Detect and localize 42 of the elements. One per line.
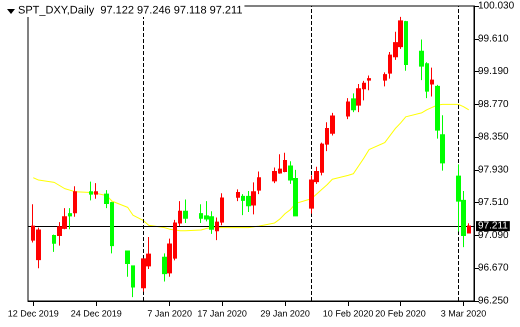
line-series xyxy=(32,104,470,232)
candlestick xyxy=(52,234,56,252)
x-tick-label: 7 Jan 2020 xyxy=(147,308,192,318)
x-tick-label: 17 Jan 2020 xyxy=(197,308,247,318)
x-tick-label: 29 Jan 2020 xyxy=(260,308,310,318)
y-tick-label: 99.610 xyxy=(478,33,510,44)
x-tick-label: 10 Feb 2020 xyxy=(322,308,374,318)
candlestick xyxy=(125,250,130,278)
candlestick xyxy=(68,208,72,230)
candlestick xyxy=(467,222,471,234)
chart-title: SPT_DXY,Daily 97.122 97.246 97.118 97.211 xyxy=(18,4,242,16)
y-tick-label: 96.670 xyxy=(478,262,510,274)
candlestick xyxy=(383,72,387,87)
ref-line-label: 97.211 xyxy=(478,220,508,232)
candlestick xyxy=(440,114,445,172)
y-tick-label: 100.030 xyxy=(478,0,515,12)
candlestick xyxy=(404,20,408,72)
candlestick xyxy=(162,252,167,282)
x-tick-label: 12 Dec 2019 xyxy=(8,308,59,318)
x-tick-label: 24 Dec 2019 xyxy=(70,308,122,318)
y-tick-label: 98.350 xyxy=(478,132,510,143)
y-tick-label: 99.190 xyxy=(478,66,510,78)
candlestick xyxy=(73,186,77,218)
x-tick-label: 20 Feb 2020 xyxy=(375,308,426,318)
candlestick xyxy=(131,265,135,298)
candlestick xyxy=(367,74,371,91)
candlestick xyxy=(435,84,440,140)
x-tick-label: 3 Mar 2020 xyxy=(440,308,486,318)
y-tick-label: 97.930 xyxy=(478,164,510,176)
candlestick xyxy=(251,182,256,215)
y-tick-label: 97.090 xyxy=(478,230,510,241)
candlestick xyxy=(183,199,188,224)
candlestick xyxy=(89,181,93,201)
candlestick xyxy=(430,67,434,98)
candlestick xyxy=(346,98,350,120)
y-tick-label: 97.510 xyxy=(478,197,510,208)
candlestick xyxy=(257,170,261,195)
y-tick-label: 96.250 xyxy=(478,296,510,306)
candlestick xyxy=(351,92,356,113)
y-tick-label: 98.770 xyxy=(478,98,510,110)
candlestick xyxy=(94,182,98,200)
candlestick xyxy=(236,188,240,202)
